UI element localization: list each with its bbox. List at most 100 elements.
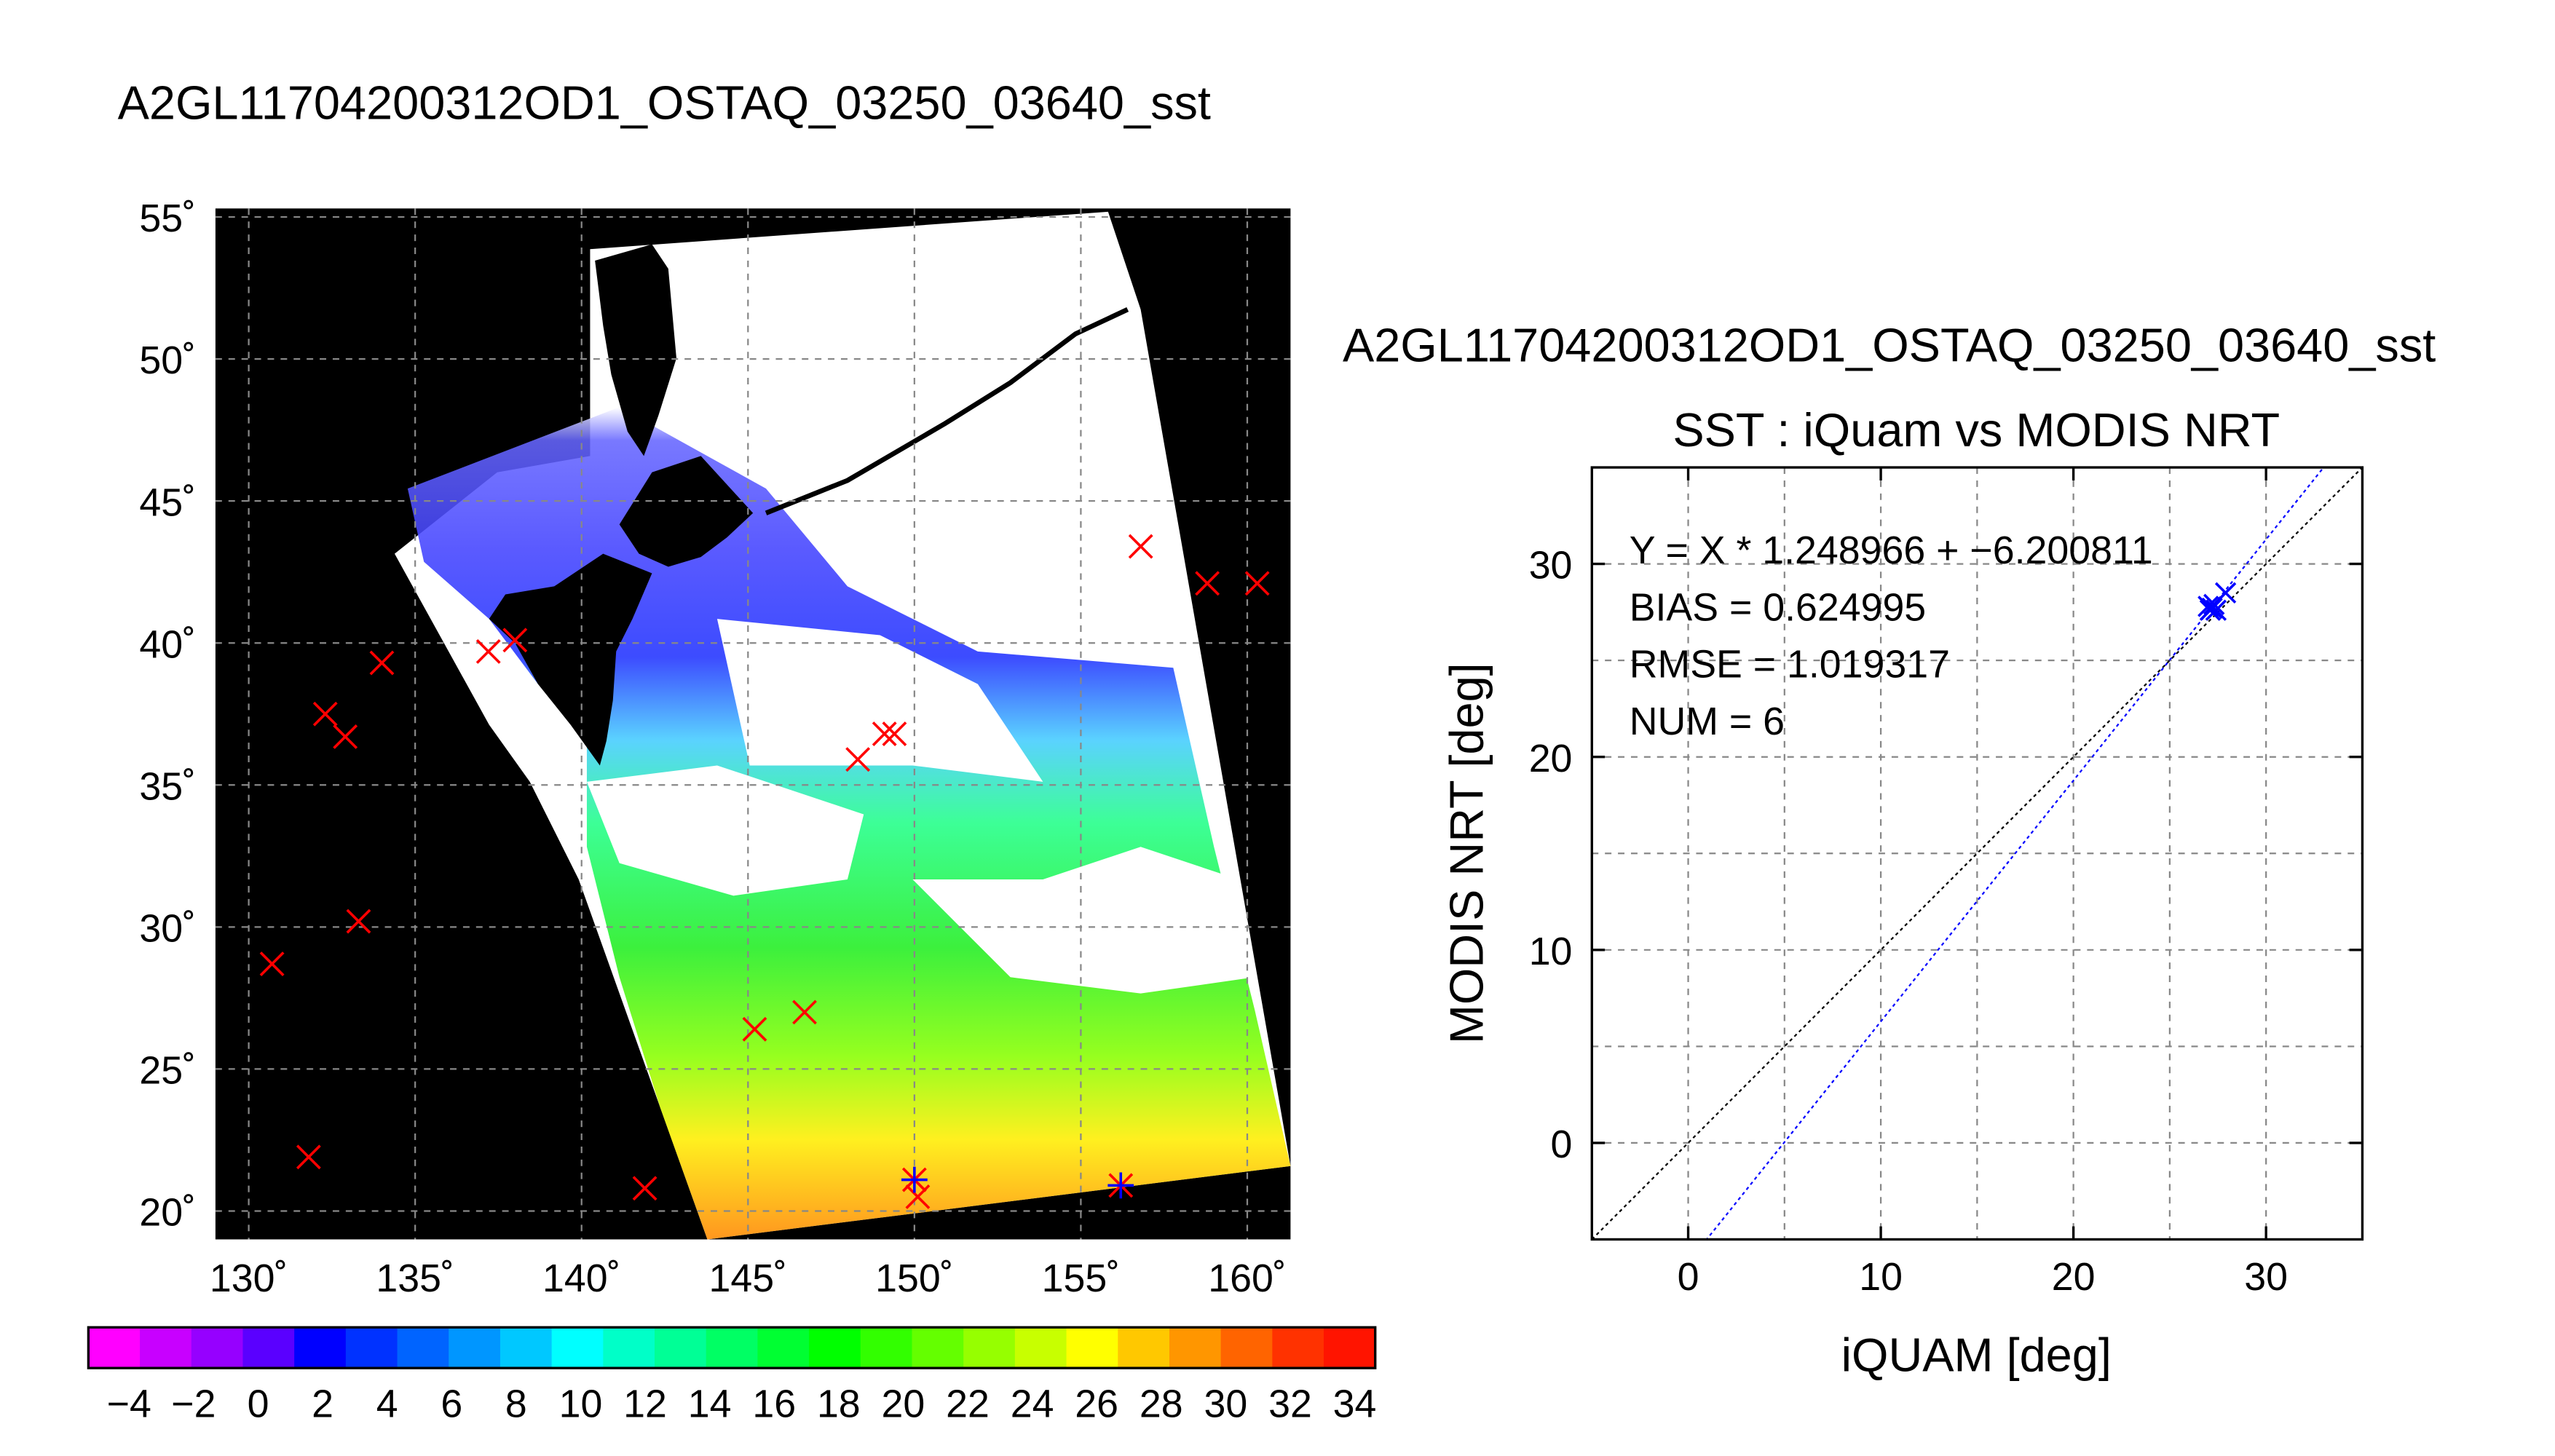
map-lat-tick-label: 50˚	[139, 339, 196, 382]
colorbar: −4 −2 0 2 4 6 8 10 12 14 16 18 20 22 24 26 28 30 32 34	[87, 1326, 1377, 1425]
in-situ-marker	[369, 650, 395, 676]
land-japan-honshu	[489, 553, 652, 766]
colorbar-label: 0	[248, 1382, 269, 1425]
colorbar-frame	[87, 1326, 1377, 1369]
colorbar-label: −4	[107, 1382, 151, 1425]
scatter-ytick-label: 10	[1529, 930, 1573, 973]
in-situ-marker	[346, 909, 371, 934]
colorbar-label: 34	[1333, 1382, 1377, 1425]
map-lat-tick-label: 35˚	[139, 764, 196, 808]
in-situ-marker	[872, 721, 897, 746]
in-situ-marker	[1244, 571, 1270, 596]
map-lon-ticks: 130˚ 135˚ 140˚ 145˚ 150˚ 155˚ 160˚	[210, 1257, 1287, 1300]
scatter-xtick-label: 20	[2052, 1255, 2096, 1299]
map-lat-tick-label: 40˚	[139, 622, 196, 666]
in-situ-marker	[882, 721, 907, 746]
colorbar-swatch	[860, 1327, 913, 1369]
stat-bias: BIAS = 0.624995	[1630, 585, 1926, 629]
map-lat-tick-label: 55˚	[139, 197, 196, 240]
scatter-points	[2197, 582, 2237, 621]
colorbar-label: 26	[1075, 1382, 1118, 1425]
scatter-ticks: 0 10 20 30 0 10 20 30	[1529, 467, 2363, 1299]
map-lat-tick-label: 30˚	[139, 906, 196, 950]
scatter-stats: Y = X * 1.248966 + −6.200811 BIAS = 0.62…	[1630, 529, 2153, 743]
in-situ-marker	[333, 724, 358, 749]
colorbar-swatch	[912, 1327, 965, 1369]
map-markers	[259, 534, 1270, 1209]
scatter-xlabel: iQUAM [deg]	[1841, 1329, 2112, 1382]
colorbar-swatch	[706, 1327, 759, 1369]
colorbar-swatch	[1014, 1327, 1067, 1369]
in-situ-marker	[905, 1184, 931, 1209]
colorbar-swatch	[1066, 1327, 1119, 1369]
colorbar-swatch	[1324, 1327, 1376, 1369]
in-situ-marker	[312, 701, 338, 727]
map-plot: 20˚ 25˚ 30˚ 35˚ 40˚ 45˚ 50˚ 55˚ 130˚ 135˚ 140˚ 145…	[139, 197, 1291, 1300]
scatter-point	[2197, 596, 2219, 617]
scatter-border	[1590, 466, 2364, 1241]
land-sakhalin	[595, 244, 676, 456]
scatter-xtick-label: 10	[1859, 1255, 1903, 1299]
map-gridlines	[215, 208, 1291, 1240]
colorbar-swatch	[1220, 1327, 1273, 1369]
in-situ-marker	[632, 1176, 657, 1201]
colorbar-swatch	[397, 1327, 450, 1369]
colorbar-label: −2	[171, 1382, 216, 1425]
colorbar-swatch	[1272, 1327, 1325, 1369]
map-title: A2GL11704200312OD1_OSTAQ_03250_03640_sst	[118, 76, 1211, 129]
scatter-ytick-label: 0	[1551, 1123, 1573, 1166]
stat-fit-equation: Y = X * 1.248966 + −6.200811	[1630, 529, 2153, 572]
scatter-point	[2214, 582, 2237, 604]
in-situ-marker	[296, 1144, 321, 1170]
colorbar-swatch	[191, 1327, 244, 1369]
in-situ-marker	[845, 747, 871, 772]
cloud-white-4	[880, 374, 1141, 620]
in-situ-marker	[1128, 534, 1153, 559]
colorbar-swatch	[603, 1327, 656, 1369]
colorbar-swatch	[655, 1327, 707, 1369]
colorbar-label: 2	[312, 1382, 333, 1425]
colorbar-labels: −4 −2 0 2 4 6 8 10 12 14 16 18 20 22 24 26 28 30 32 34	[107, 1382, 1377, 1425]
map-lat-tick-label: 45˚	[139, 480, 196, 524]
scatter-point	[2205, 599, 2227, 621]
cloud-white-2	[912, 847, 1255, 994]
map-lon-tick-label: 135˚	[376, 1257, 454, 1300]
colorbar-swatch	[140, 1327, 192, 1369]
scatter-ytick-label: 30	[1529, 544, 1573, 587]
colorbar-label: 16	[752, 1382, 796, 1425]
colorbar-swatches	[88, 1327, 1376, 1369]
colorbar-swatch	[345, 1327, 398, 1369]
colorbar-swatch	[294, 1327, 347, 1369]
stat-num: NUM = 6	[1630, 700, 1785, 743]
in-situ-marker	[1195, 571, 1220, 596]
in-situ-marker	[742, 1016, 767, 1042]
map-lat-tick-label: 20˚	[139, 1191, 196, 1235]
colorbar-swatch	[809, 1327, 861, 1369]
scatter-point	[2201, 597, 2223, 620]
map-lon-tick-label: 140˚	[542, 1257, 620, 1300]
map-lon-tick-label: 155˚	[1042, 1257, 1120, 1300]
colorbar-label: 30	[1204, 1382, 1247, 1425]
map-lon-tick-label: 130˚	[210, 1257, 288, 1300]
in-situ-marker	[259, 951, 285, 976]
colorbar-label: 24	[1011, 1382, 1054, 1425]
scatter-subtitle: SST : iQuam vs MODIS NRT	[1673, 403, 2280, 456]
colorbar-label: 14	[688, 1382, 732, 1425]
colorbar-label: 32	[1268, 1382, 1312, 1425]
scatter-xtick-label: 0	[1678, 1255, 1699, 1299]
colorbar-label: 18	[817, 1382, 861, 1425]
map-lat-tick-label: 25˚	[139, 1049, 196, 1093]
in-situ-marker	[502, 628, 528, 653]
colorbar-swatch	[88, 1327, 141, 1369]
in-situ-marker	[792, 1000, 817, 1025]
map-lat-ticks: 20˚ 25˚ 30˚ 35˚ 40˚ 45˚ 50˚ 55˚	[139, 197, 196, 1234]
colorbar-label: 4	[376, 1382, 398, 1425]
colorbar-swatch	[1169, 1327, 1222, 1369]
scatter-panel-title: A2GL11704200312OD1_OSTAQ_03250_03640_sst	[1343, 319, 2436, 372]
map-lon-tick-label: 160˚	[1208, 1257, 1286, 1300]
cloud-white-3	[586, 765, 864, 896]
scatter-ylabel: MODIS NRT [deg]	[1440, 662, 1493, 1044]
colorbar-label: 20	[882, 1382, 925, 1425]
